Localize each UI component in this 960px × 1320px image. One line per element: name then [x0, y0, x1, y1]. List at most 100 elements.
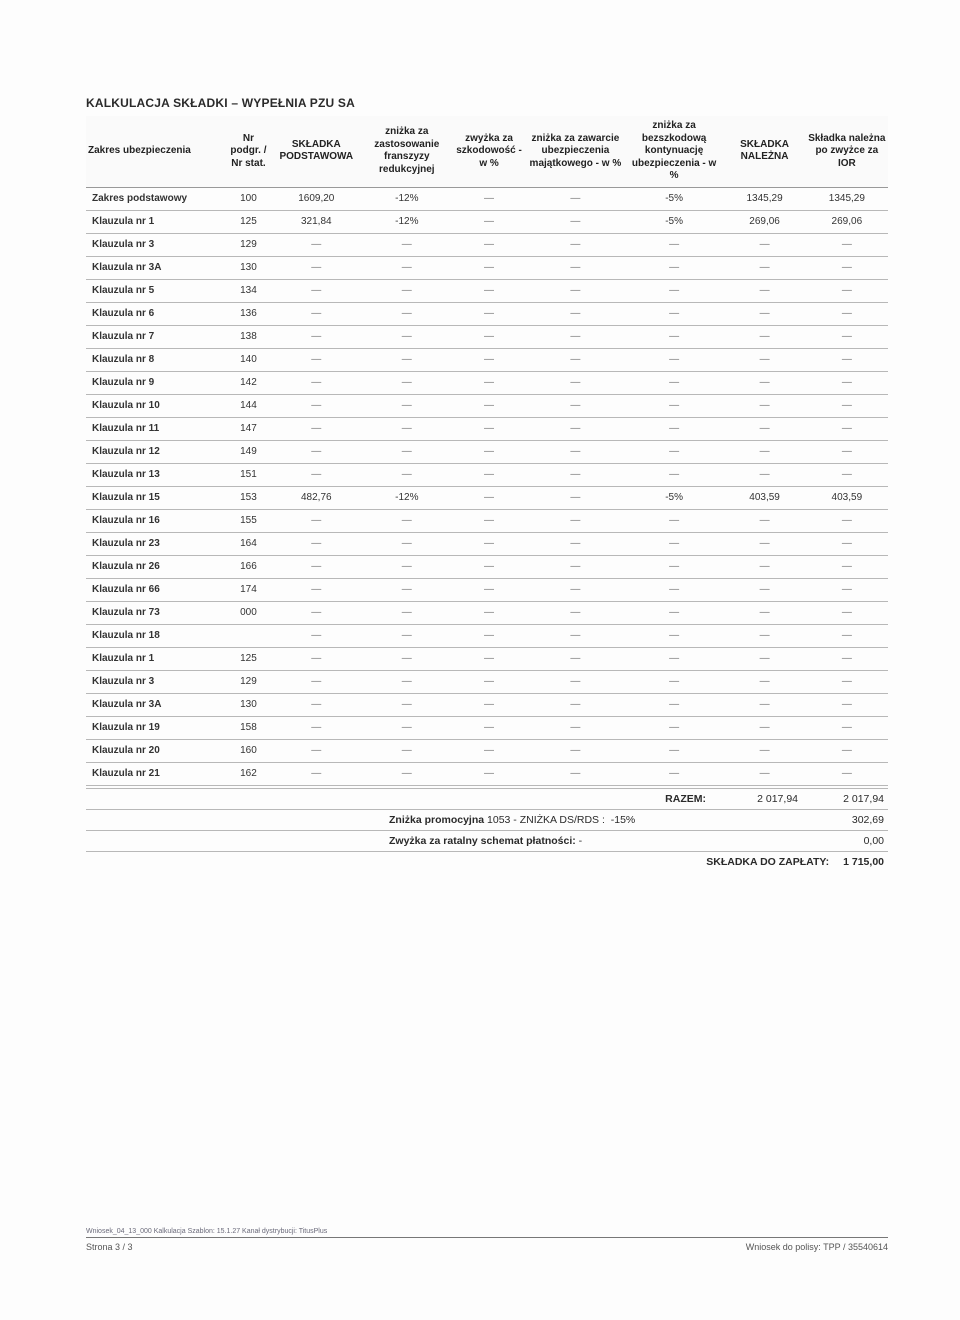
row-cell: —	[271, 555, 361, 578]
table-row: Klauzula nr 8140———————	[86, 348, 888, 371]
row-cell: —	[362, 417, 452, 440]
row-cell: —	[271, 279, 361, 302]
row-cell: —	[806, 693, 888, 716]
row-cell: —	[271, 762, 361, 785]
table-row: Klauzula nr 19158———————	[86, 716, 888, 739]
table-row: Klauzula nr 23164———————	[86, 532, 888, 555]
row-cell: —	[625, 578, 724, 601]
table-row: Klauzula nr 15153482,76-12%——-5%403,5940…	[86, 486, 888, 509]
row-cell: —	[723, 302, 805, 325]
table-row: Klauzula nr 11147———————	[86, 417, 888, 440]
row-cell: 155	[226, 509, 271, 532]
table-row: Klauzula nr 16155———————	[86, 509, 888, 532]
row-cell: 166	[226, 555, 271, 578]
row-cell: —	[723, 417, 805, 440]
row-cell: —	[452, 187, 526, 210]
row-cell: —	[625, 371, 724, 394]
row-cell: 1345,29	[806, 187, 888, 210]
row-cell: —	[723, 601, 805, 624]
premium-table: Zakres ubezpieczeniaNr podgr. / Nr stat.…	[86, 116, 888, 786]
row-cell: -12%	[362, 187, 452, 210]
row-cell: —	[271, 417, 361, 440]
table-row: Klauzula nr 12149———————	[86, 440, 888, 463]
row-cell: —	[625, 532, 724, 555]
row-cell: —	[271, 463, 361, 486]
row-cell: —	[625, 601, 724, 624]
table-row: Klauzula nr 26166———————	[86, 555, 888, 578]
row-cell: —	[806, 716, 888, 739]
row-cell: —	[271, 647, 361, 670]
row-cell: —	[723, 647, 805, 670]
col-header: Składka należna po zwyżce za IOR	[806, 116, 888, 187]
summary-razem: RAZEM: 2 017,94 2 017,94	[86, 788, 888, 809]
row-cell: —	[806, 509, 888, 532]
row-name: Klauzula nr 11	[86, 417, 226, 440]
row-cell: —	[452, 509, 526, 532]
row-cell: —	[271, 233, 361, 256]
row-cell: —	[806, 233, 888, 256]
row-cell: —	[271, 624, 361, 647]
row-cell: 134	[226, 279, 271, 302]
row-cell: —	[526, 348, 625, 371]
row-cell: —	[362, 670, 452, 693]
row-cell: —	[526, 256, 625, 279]
row-cell: —	[806, 601, 888, 624]
row-cell: —	[723, 440, 805, 463]
row-cell: —	[526, 325, 625, 348]
row-cell: —	[625, 279, 724, 302]
row-name: Klauzula nr 12	[86, 440, 226, 463]
row-cell: —	[526, 394, 625, 417]
row-cell: —	[625, 302, 724, 325]
row-cell: —	[625, 739, 724, 762]
row-cell: —	[362, 348, 452, 371]
razem-label: RAZEM:	[389, 793, 718, 805]
row-cell: 130	[226, 256, 271, 279]
row-cell: —	[271, 532, 361, 555]
row-cell: 1609,20	[271, 187, 361, 210]
row-cell: —	[362, 394, 452, 417]
row-cell: —	[362, 716, 452, 739]
row-cell: —	[452, 670, 526, 693]
row-name: Klauzula nr 9	[86, 371, 226, 394]
row-cell: —	[452, 463, 526, 486]
row-cell: —	[271, 509, 361, 532]
row-cell: —	[723, 371, 805, 394]
row-cell: —	[452, 279, 526, 302]
row-cell: —	[723, 463, 805, 486]
row-cell: 125	[226, 647, 271, 670]
row-cell: -5%	[625, 486, 724, 509]
row-cell: 130	[226, 693, 271, 716]
row-cell: 160	[226, 739, 271, 762]
row-cell: —	[625, 256, 724, 279]
row-cell: 125	[226, 210, 271, 233]
row-cell: —	[362, 647, 452, 670]
row-cell: —	[271, 325, 361, 348]
summary-installment: Zwyżka za ratalny schemat płatności: - 0…	[86, 830, 888, 852]
row-cell: —	[526, 371, 625, 394]
row-cell: —	[452, 739, 526, 762]
row-cell: —	[806, 647, 888, 670]
row-cell: —	[452, 624, 526, 647]
table-row: Klauzula nr 3129———————	[86, 233, 888, 256]
row-cell: —	[625, 394, 724, 417]
row-cell: 147	[226, 417, 271, 440]
row-name: Klauzula nr 23	[86, 532, 226, 555]
row-cell: —	[723, 325, 805, 348]
row-cell: —	[362, 624, 452, 647]
row-cell: —	[452, 394, 526, 417]
row-cell: —	[452, 716, 526, 739]
row-cell: 129	[226, 233, 271, 256]
row-cell: 403,59	[806, 486, 888, 509]
row-cell: —	[362, 279, 452, 302]
page-footer: Wniosek_04_13_000 Kalkulacja Szablon: 15…	[86, 1228, 888, 1252]
row-cell: —	[526, 233, 625, 256]
table-row: Klauzula nr 21162———————	[86, 762, 888, 785]
row-cell: -12%	[362, 210, 452, 233]
row-name: Klauzula nr 26	[86, 555, 226, 578]
razem-amount-2: 2 017,94	[806, 793, 888, 805]
row-name: Klauzula nr 16	[86, 509, 226, 532]
row-cell: —	[452, 417, 526, 440]
pay-label: SKŁADKA DO ZAPŁATY:	[706, 856, 829, 868]
row-cell: —	[806, 371, 888, 394]
row-cell: —	[452, 578, 526, 601]
